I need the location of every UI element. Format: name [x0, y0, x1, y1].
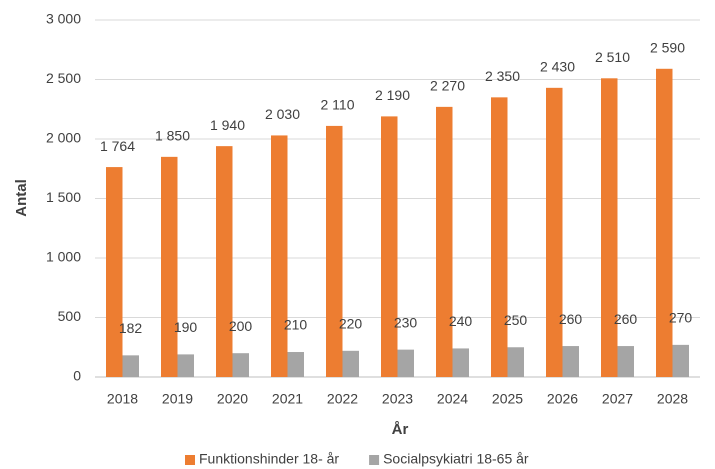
data-label: 182: [119, 320, 143, 336]
bar: [617, 346, 634, 377]
bar: [232, 353, 249, 377]
legend-label: Funktionshinder 18- år: [199, 451, 339, 467]
data-label: 230: [394, 314, 418, 330]
data-label: 190: [174, 319, 198, 335]
y-tick-label: 2 000: [46, 130, 81, 146]
y-tick-label: 3 000: [46, 11, 81, 27]
data-label: 220: [339, 316, 363, 332]
bar: [287, 352, 304, 377]
data-label: 2 110: [321, 97, 355, 113]
bar: [452, 348, 469, 377]
data-label: 2 510: [595, 49, 630, 65]
x-tick-label: 2021: [272, 391, 303, 407]
data-label: 2 190: [375, 87, 410, 103]
legend-swatch: [185, 455, 195, 465]
y-tick-label: 1 000: [46, 249, 81, 265]
bar: [507, 347, 524, 377]
data-label: 240: [449, 313, 473, 329]
data-label: 1 764: [100, 138, 135, 154]
data-label: 270: [669, 310, 693, 326]
x-tick-label: 2019: [162, 391, 193, 407]
legend-swatch: [369, 455, 380, 465]
data-label: 2 350: [485, 68, 520, 84]
x-tick-label: 2023: [382, 391, 413, 407]
x-tick-label: 2018: [107, 391, 138, 407]
bar: [672, 344, 689, 377]
bar: [397, 349, 414, 377]
bar: [326, 125, 343, 377]
bar: [562, 346, 579, 377]
bar: [601, 78, 618, 377]
data-label: 1 940: [210, 117, 245, 133]
x-tick-label: 2024: [437, 391, 468, 407]
bar: [177, 354, 194, 377]
y-tick-label: 2 500: [46, 70, 81, 86]
data-label: 250: [504, 312, 528, 328]
y-tick-label: 500: [58, 308, 82, 324]
bar: [271, 135, 288, 377]
data-label: 1 850: [155, 128, 190, 144]
x-tick-label: 2028: [657, 391, 688, 407]
data-label: 260: [614, 311, 638, 327]
data-label: 260: [559, 311, 583, 327]
bar: [122, 355, 139, 377]
bar: [436, 106, 453, 378]
x-axis-title: År: [392, 421, 409, 438]
bar: [161, 156, 178, 377]
data-label: 2 430: [540, 59, 575, 75]
x-tick-label: 2022: [327, 391, 358, 407]
bar: [491, 97, 508, 377]
bar: [342, 350, 359, 377]
bar: [106, 167, 123, 377]
bar: [546, 87, 563, 377]
x-tick-label: 2026: [547, 391, 578, 407]
legend-label: Socialpsykiatri 18-65 år: [383, 451, 529, 467]
data-label: 200: [229, 318, 253, 334]
data-label: 2 270: [430, 78, 465, 94]
x-tick-label: 2020: [217, 391, 248, 407]
y-axis-title: Antal: [13, 179, 30, 217]
data-label: 2 030: [265, 106, 300, 122]
y-tick-label: 0: [73, 368, 81, 384]
bar: [381, 116, 398, 377]
data-label: 2 590: [650, 39, 685, 55]
x-tick-label: 2025: [492, 391, 523, 407]
x-tick-label: 2027: [602, 391, 633, 407]
bar: [656, 68, 673, 377]
bar: [216, 146, 233, 377]
y-tick-label: 1 500: [46, 189, 81, 205]
data-label: 210: [284, 317, 308, 333]
